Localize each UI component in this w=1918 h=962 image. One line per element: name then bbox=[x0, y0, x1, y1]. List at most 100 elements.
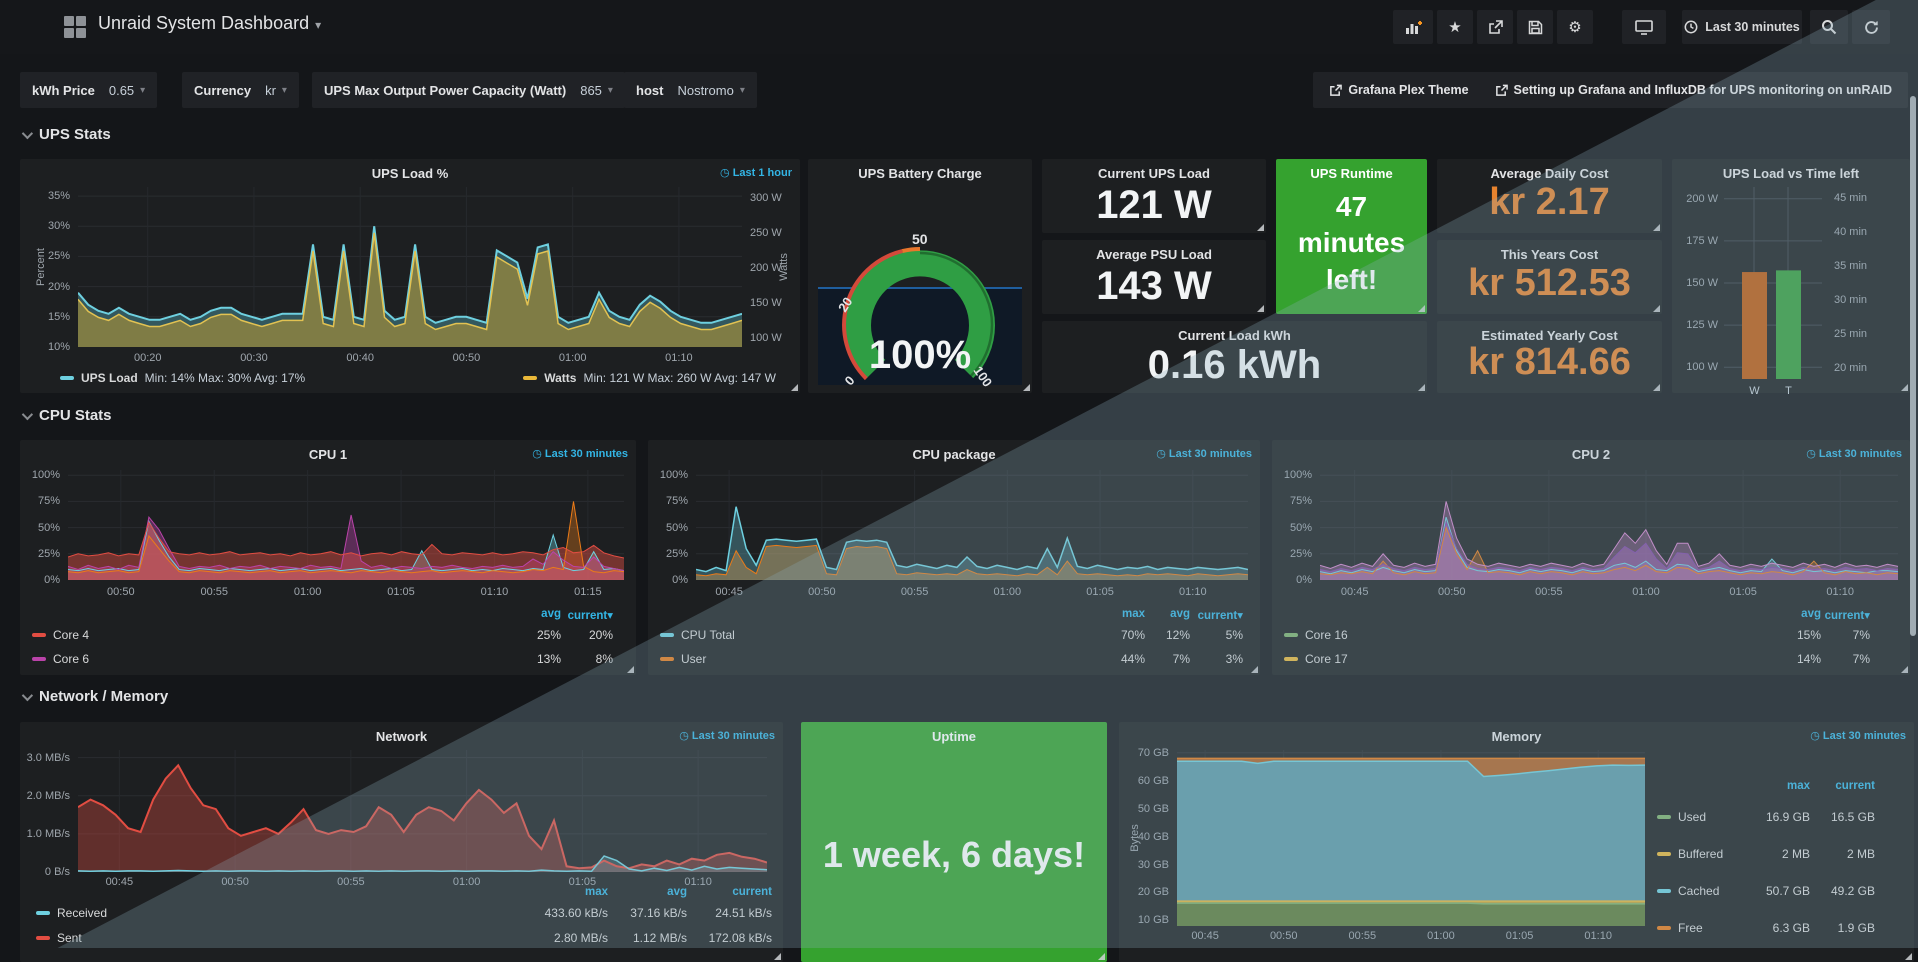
axis-tick-label: 01:00 bbox=[293, 586, 322, 598]
legend-series-name: Used bbox=[1678, 810, 1707, 824]
panel-title[interactable]: CPU 2 bbox=[1571, 447, 1611, 462]
legend-column-avg[interactable]: avg bbox=[541, 608, 561, 620]
panel-title[interactable]: Current Load kWh bbox=[1178, 328, 1291, 343]
panel-title[interactable]: Current UPS Load bbox=[1098, 166, 1210, 181]
legend-column-max[interactable]: max bbox=[584, 886, 608, 898]
cpu-package-plot[interactable] bbox=[696, 470, 1248, 580]
legend-item-core-4[interactable]: Core 4 bbox=[32, 628, 89, 642]
legend-column-max[interactable]: max bbox=[1121, 608, 1145, 620]
panel-title[interactable]: CPU package bbox=[912, 447, 996, 462]
panel-title[interactable]: UPS Battery Charge bbox=[858, 166, 982, 181]
legend-column-current[interactable]: current▾ bbox=[1197, 610, 1243, 622]
panel-ups-load-vs-time-left[interactable]: UPS Load vs Time left 200 W 175 W 150 W 125 … bbox=[1672, 159, 1910, 397]
panel-title[interactable]: This Years Cost bbox=[1500, 247, 1599, 262]
panel-current-ups-load[interactable]: Current UPS Load 121 W bbox=[1042, 159, 1266, 233]
star-dashboard-button[interactable]: ★ bbox=[1437, 10, 1473, 44]
panel-title[interactable]: Network bbox=[375, 729, 428, 744]
panel-ups-battery-charge[interactable]: UPS Battery Charge 50 20 0 100 100% bbox=[808, 159, 1032, 393]
legend-item-cpu-total[interactable]: CPU Total bbox=[660, 628, 735, 642]
axis-tick-label: 10 GB bbox=[1137, 914, 1169, 927]
legend-swatch bbox=[36, 936, 50, 940]
refresh-dashboard-button[interactable] bbox=[1852, 10, 1890, 44]
dashboard-link[interactable]: Setting up Grafana and InfluxDB for UPS … bbox=[1495, 83, 1892, 97]
panel-ups-load-graph[interactable]: UPS Load % ◷ Last 1 hour 35% 30% 25% 20% 15% 10… bbox=[20, 159, 800, 393]
dashboard-settings-button[interactable]: ⚙ bbox=[1557, 10, 1593, 44]
dashboard-title[interactable]: Unraid System Dashboard ▾ bbox=[98, 13, 322, 33]
panel-title[interactable]: Average PSU Load bbox=[1096, 247, 1212, 262]
legend-column-avg[interactable]: avg bbox=[1170, 608, 1190, 620]
panel-title[interactable]: CPU 1 bbox=[308, 447, 348, 462]
cpu-2-plot[interactable] bbox=[1320, 470, 1898, 580]
legend-item-user[interactable]: User bbox=[660, 652, 706, 666]
external-link-icon bbox=[1495, 84, 1508, 96]
variable-value-dropdown[interactable]: kr bbox=[265, 82, 276, 98]
axis-tick-label: 35% bbox=[47, 190, 70, 203]
legend-item-cached[interactable]: Cached bbox=[1657, 884, 1719, 898]
axis-tick-label: 0% bbox=[44, 574, 60, 586]
legend-item-free[interactable]: Free bbox=[1657, 921, 1703, 935]
legend-series-name: Watts bbox=[544, 371, 577, 385]
variable-value-dropdown[interactable]: 0.65 bbox=[108, 82, 135, 98]
variable-kwh-price: kWh Price 0.65 ▾ bbox=[20, 72, 158, 108]
legend-item-buffered[interactable]: Buffered bbox=[1657, 847, 1723, 861]
legend-item-received[interactable]: Received bbox=[36, 906, 107, 920]
panel-memory-graph[interactable]: Memory ◷ Last 30 minutes 70 GB 60 GB 50 GB 40… bbox=[1119, 722, 1914, 962]
panel-title[interactable]: Memory bbox=[1491, 729, 1542, 744]
section-cpu-stats[interactable]: CPU Stats bbox=[21, 407, 112, 424]
panel-cpu2-graph[interactable]: CPU 2 ◷ Last 30 minutes 100% 75% 50% 25% 0% 00:… bbox=[1272, 440, 1910, 675]
grafana-apps-icon[interactable] bbox=[64, 16, 86, 38]
panel-current-load-kwh[interactable]: Current Load kWh 0.16 kWh bbox=[1042, 321, 1427, 393]
dashboard-link[interactable]: Grafana Plex Theme bbox=[1329, 83, 1469, 97]
variable-value-dropdown[interactable]: Nostromo bbox=[677, 82, 734, 98]
time-range-label: Last 30 minutes bbox=[1705, 20, 1800, 34]
panel-title[interactable]: UPS Load % bbox=[371, 166, 449, 181]
share-dashboard-button[interactable] bbox=[1477, 10, 1513, 44]
panel-title[interactable]: Estimated Yearly Cost bbox=[1481, 328, 1618, 343]
legend-value: 37.16 kB/s bbox=[630, 906, 687, 920]
cpu-1-plot[interactable] bbox=[68, 470, 624, 580]
legend-item-ups-load[interactable]: UPS Load Min: 14% Max: 30% Avg: 17% bbox=[60, 371, 305, 385]
panel-ups-runtime[interactable]: UPS Runtime 47 minutes left! bbox=[1276, 159, 1427, 314]
panel-network-graph[interactable]: Network ◷ Last 30 minutes 3.0 MB/s 2.0 MB/s… bbox=[20, 722, 783, 962]
panel-uptime[interactable]: Uptime 1 week, 6 days! bbox=[801, 722, 1107, 962]
panel-average-psu-load[interactable]: Average PSU Load 143 W bbox=[1042, 240, 1266, 314]
legend-column-current[interactable]: current bbox=[1835, 780, 1875, 792]
panel-average-daily-cost[interactable]: Average Daily Cost kr 2.17 bbox=[1437, 159, 1662, 233]
clock-icon: ◷ bbox=[720, 167, 730, 179]
legend-item-core-6[interactable]: Core 6 bbox=[32, 652, 89, 666]
panel-estimated-yearly-cost[interactable]: Estimated Yearly Cost kr 814.66 bbox=[1437, 321, 1662, 393]
legend-column-current[interactable]: current bbox=[732, 886, 772, 898]
panel-title[interactable]: UPS Load vs Time left bbox=[1722, 166, 1860, 181]
gauge-value: 100% bbox=[868, 333, 972, 377]
section-ups-stats[interactable]: UPS Stats bbox=[21, 126, 111, 143]
panel-title[interactable]: Average Daily Cost bbox=[1490, 166, 1609, 181]
save-dashboard-button[interactable] bbox=[1517, 10, 1553, 44]
legend-column-current[interactable]: current▾ bbox=[1824, 610, 1870, 622]
legend-item-used[interactable]: Used bbox=[1657, 810, 1706, 824]
legend-column-max[interactable]: max bbox=[1786, 780, 1810, 792]
panel-title[interactable]: UPS Runtime bbox=[1310, 166, 1393, 181]
cycle-view-mode-button[interactable] bbox=[1622, 10, 1666, 44]
panel-cpu1-graph[interactable]: CPU 1 ◷ Last 30 minutes 100% 75% 50% 25% 0% 00:… bbox=[20, 440, 636, 675]
panel-cpu-package-graph[interactable]: CPU package ◷ Last 30 minutes 100% 75% 50% 25… bbox=[648, 440, 1260, 675]
panel-title[interactable]: Uptime bbox=[931, 729, 977, 744]
ups-load--plot[interactable] bbox=[78, 187, 742, 347]
zoom-out-time-button[interactable] bbox=[1810, 10, 1848, 44]
axis-tick-label: 25% bbox=[665, 547, 688, 560]
page-scrollbar[interactable] bbox=[1910, 96, 1916, 636]
legend-column-avg[interactable]: avg bbox=[1801, 608, 1821, 620]
legend-column-avg[interactable]: avg bbox=[667, 886, 687, 898]
legend-item-sent[interactable]: Sent bbox=[36, 931, 82, 945]
legend-column-current[interactable]: current▾ bbox=[567, 610, 613, 622]
memory-plot[interactable] bbox=[1177, 750, 1645, 926]
legend-item-watts[interactable]: Watts Min: 121 W Max: 260 W Avg: 147 W bbox=[523, 371, 776, 385]
save-icon bbox=[1528, 20, 1542, 34]
add-panel-button[interactable] bbox=[1393, 10, 1433, 44]
legend-item-core-16[interactable]: Core 16 bbox=[1284, 628, 1348, 642]
section-network-memory[interactable]: Network / Memory bbox=[21, 688, 168, 705]
variable-value-dropdown[interactable]: 865 bbox=[580, 82, 602, 98]
time-range-picker[interactable]: Last 30 minutes bbox=[1682, 10, 1802, 44]
network-plot[interactable] bbox=[78, 750, 767, 872]
panel-this-years-cost[interactable]: This Years Cost kr 512.53 bbox=[1437, 240, 1662, 314]
legend-item-core-17[interactable]: Core 17 bbox=[1284, 652, 1348, 666]
